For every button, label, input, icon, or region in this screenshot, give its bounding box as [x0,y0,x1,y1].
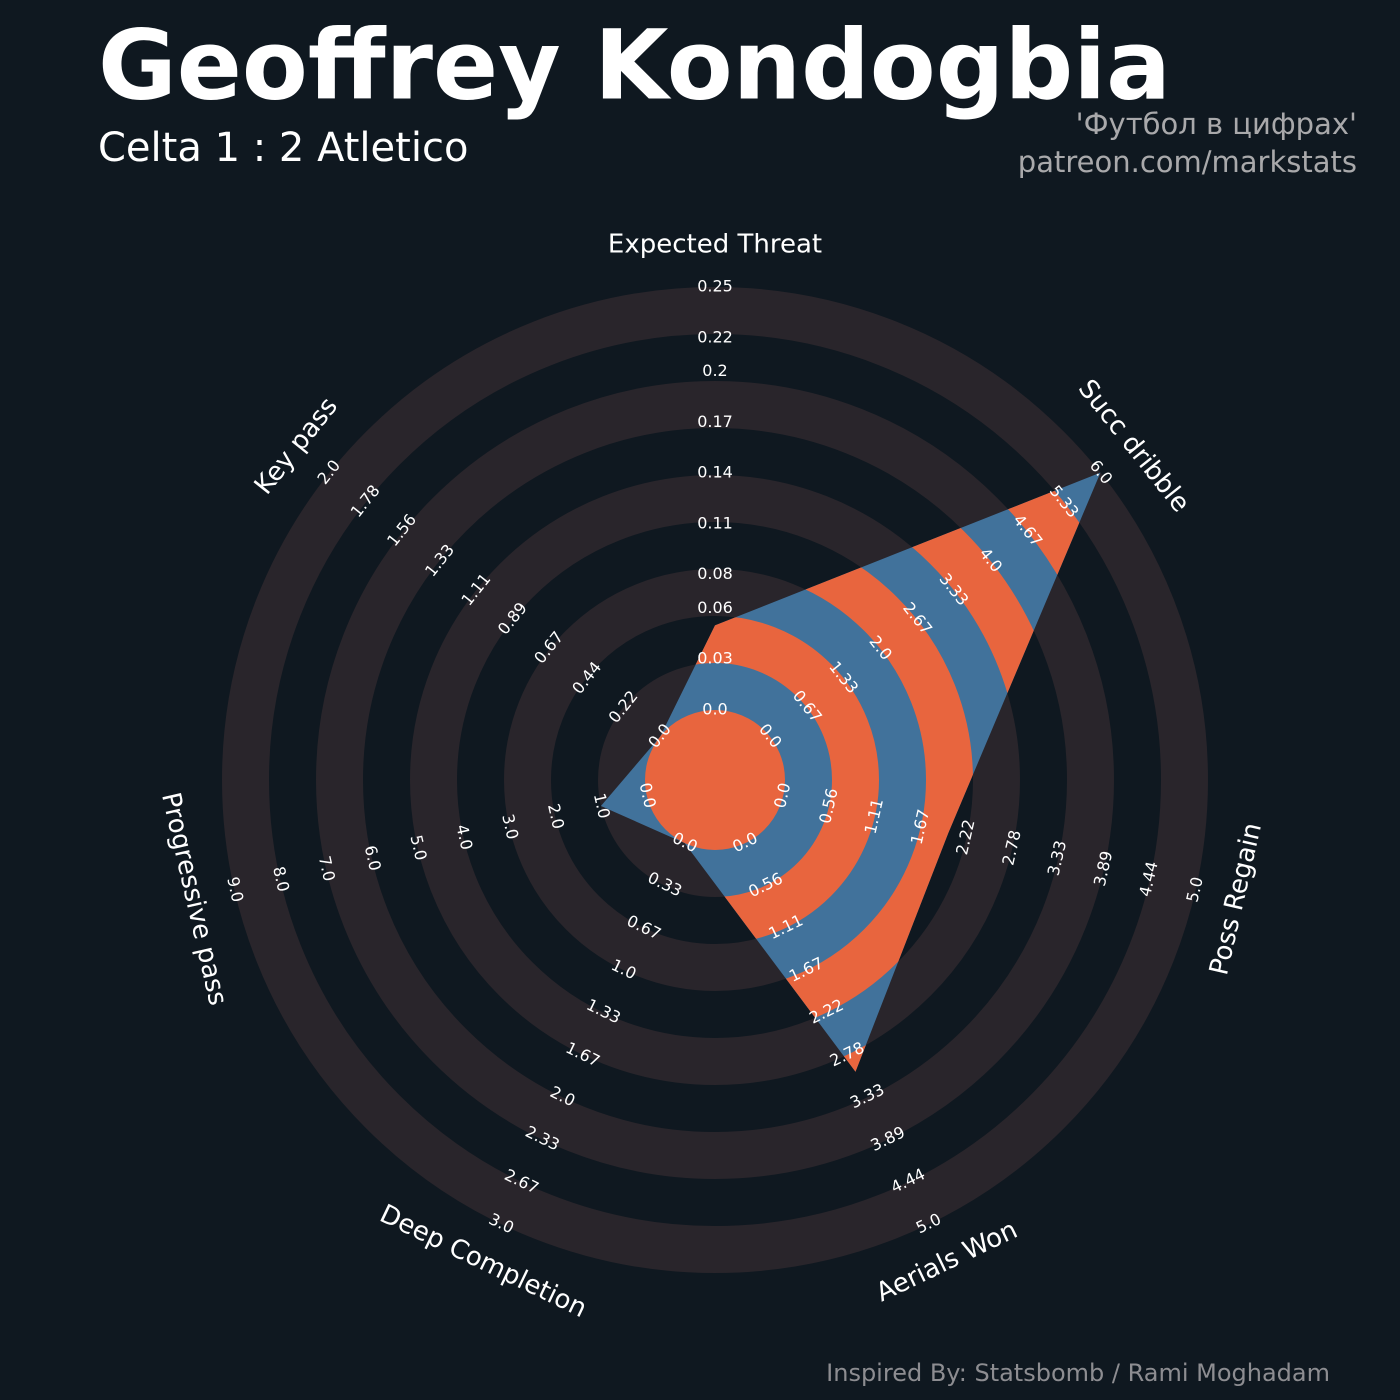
ring-band [316,381,1114,1179]
tick-label: 0.2 [702,361,727,380]
tick-label: 0.25 [697,277,733,296]
chart-subtitle: Celta 1 : 2 Atletico [98,125,468,171]
tick-label: 0.0 [702,700,727,719]
stripe [645,710,785,850]
credit: Inspired By: Statsbomb / Rami Moghadam [826,1359,1330,1387]
chart-title: Geoffrey Kondogbia [98,9,1171,121]
link: patreon.com/markstats [1018,145,1357,179]
tick-label: 0.17 [697,412,733,431]
tick-label: 0.14 [697,463,733,482]
axis-label: Expected Threat [608,230,822,260]
tick-label: 0.03 [697,649,733,668]
source: 'Футбол в цифрах' [1076,107,1357,141]
ring-band [410,475,1020,1085]
tick-label: 0.08 [697,564,733,583]
ring-band [222,287,1208,1273]
tick-label: 0.22 [697,327,733,346]
tick-label: 0.06 [697,598,733,617]
tick-label: 0.11 [697,513,733,532]
